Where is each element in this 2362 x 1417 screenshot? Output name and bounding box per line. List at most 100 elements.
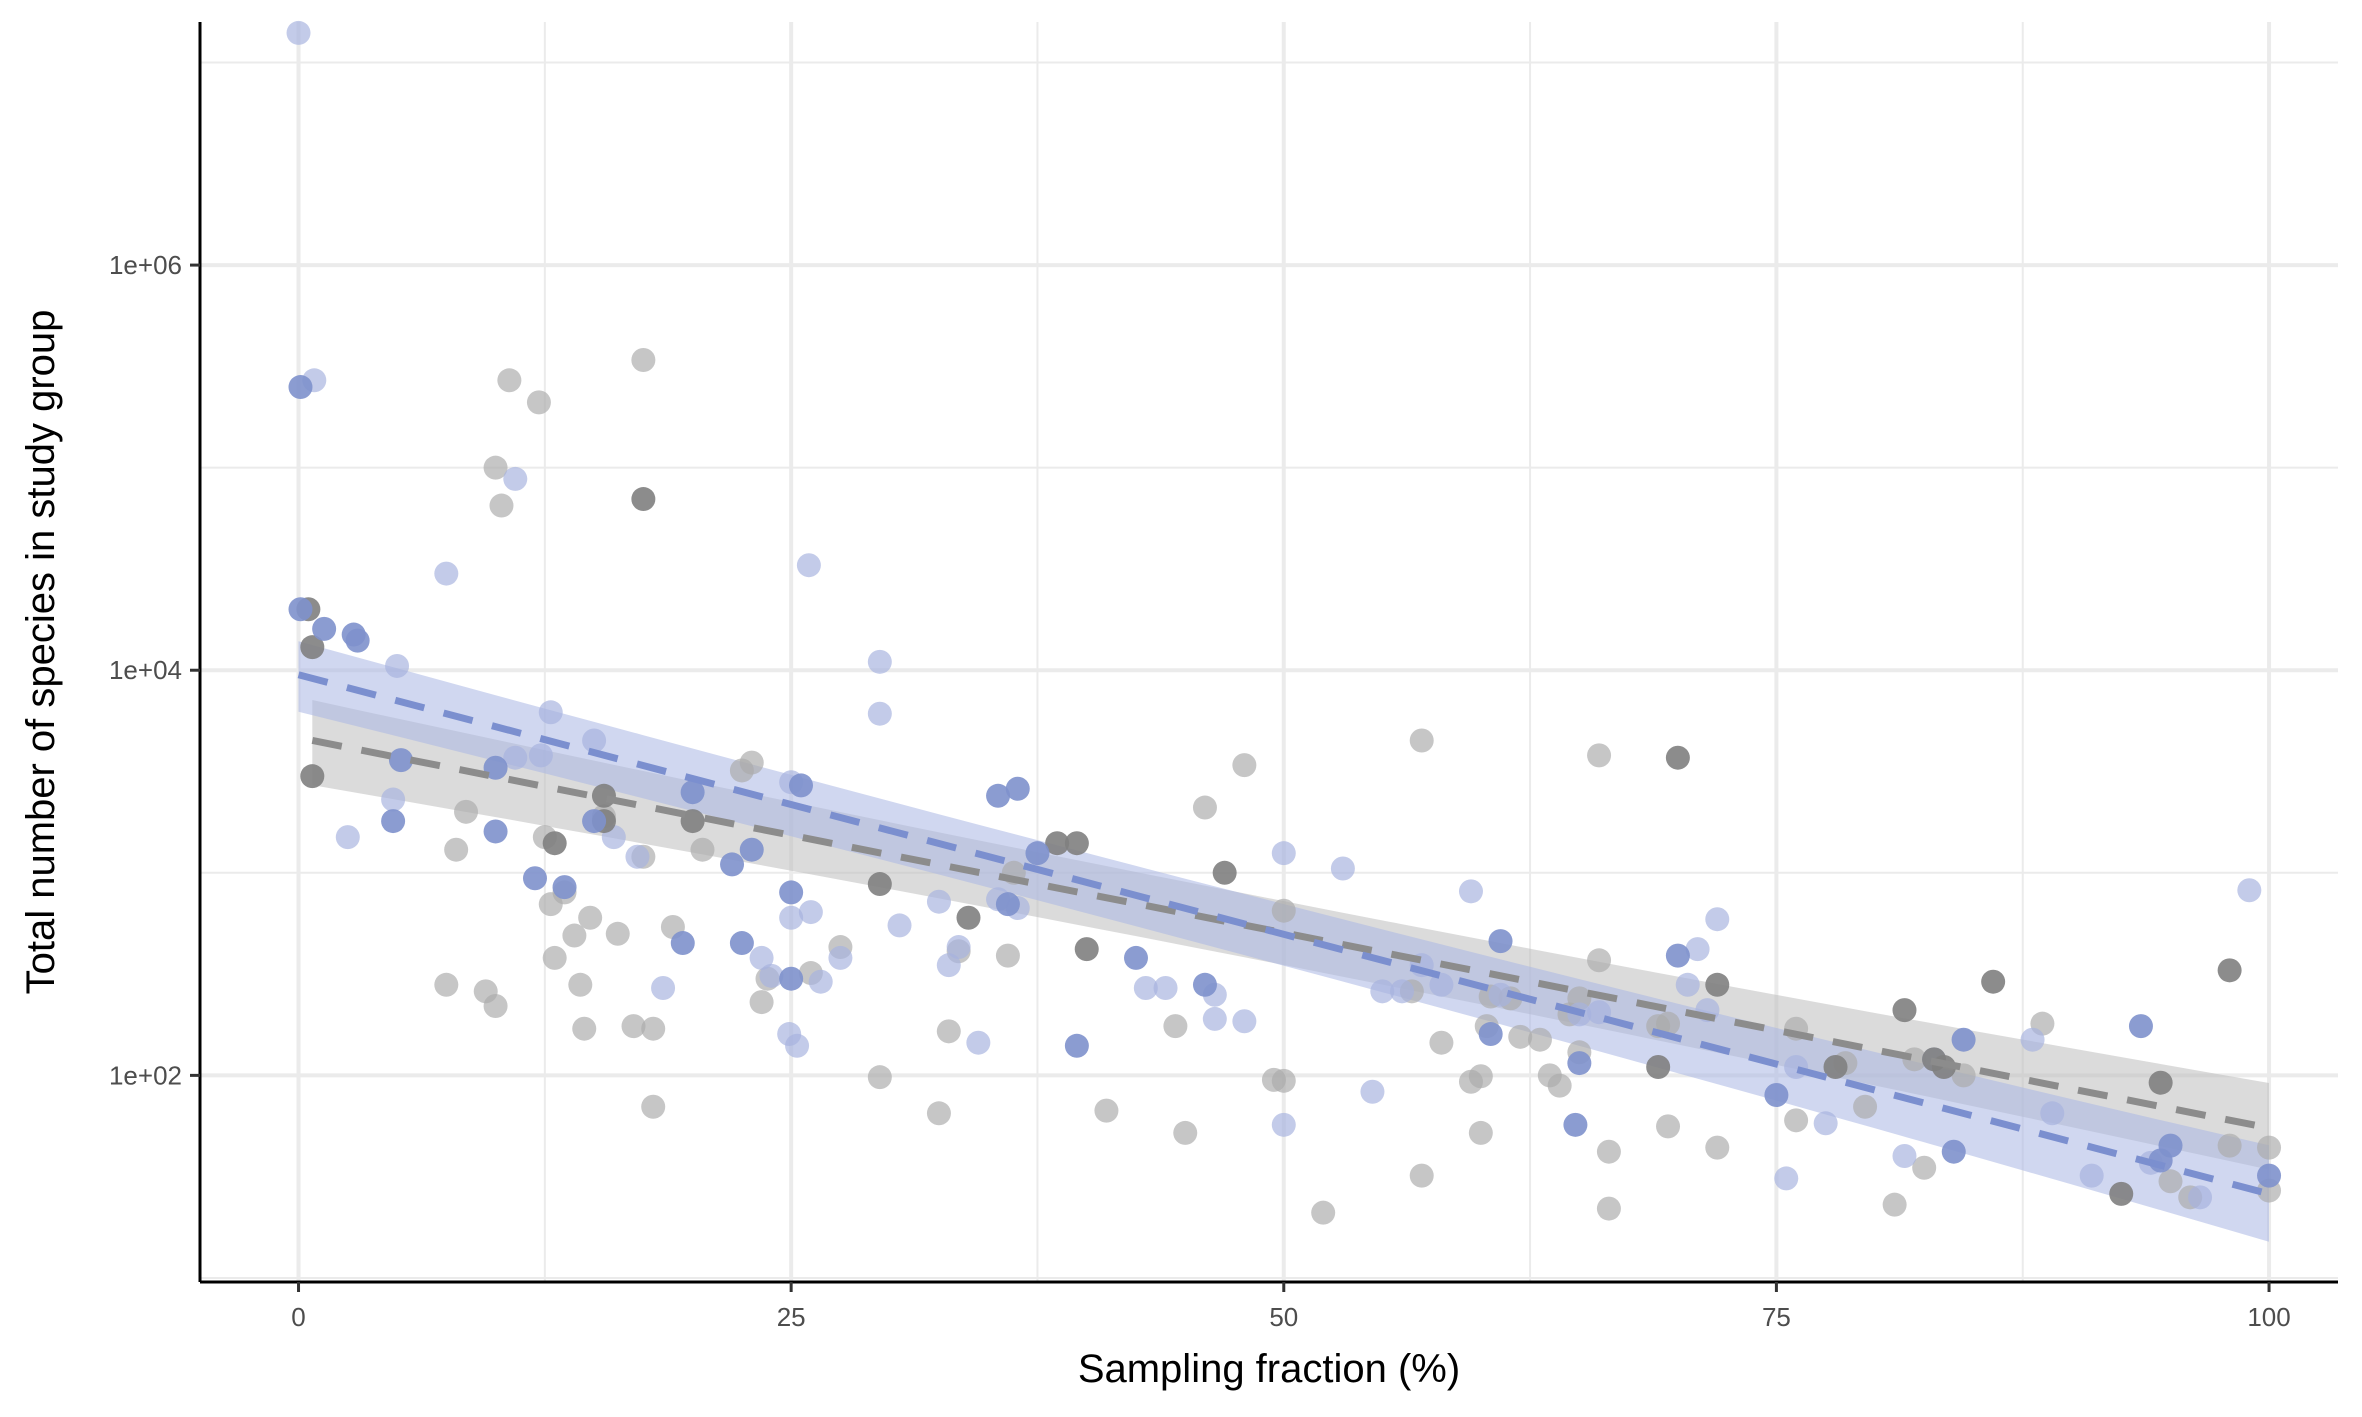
blue-data-point [785, 1033, 810, 1058]
grey-data-point [867, 1065, 892, 1090]
blue-data-point [1892, 1143, 1917, 1168]
grey-data-point [568, 972, 593, 997]
grey-data-point [1508, 1024, 1533, 1049]
blue-data-point [1665, 943, 1690, 968]
blue-data-point [434, 561, 459, 586]
grey-data-point [1656, 1114, 1681, 1139]
blue-data-point [798, 900, 823, 925]
blue-data-point [1813, 1111, 1838, 1136]
grey-data-point [489, 493, 514, 518]
grey-data-point [1596, 1196, 1621, 1221]
grey-data-point [1823, 1054, 1848, 1079]
blue-data-point [1567, 1051, 1592, 1076]
blue-data-point [651, 975, 676, 1000]
grey-data-point [483, 455, 508, 480]
blue-data-point [1705, 907, 1730, 932]
blue-data-point [483, 755, 508, 780]
blue-data-point [779, 905, 804, 930]
blue-data-point [1675, 972, 1700, 997]
grey-data-point [680, 809, 705, 834]
grey-data-point [1705, 1135, 1730, 1160]
blue-data-point [288, 375, 313, 400]
blue-data-point [385, 653, 410, 678]
grey-data-point [605, 921, 630, 946]
blue-data-point [312, 616, 337, 641]
x-tick-label: 75 [1762, 1302, 1791, 1332]
blue-data-point [946, 935, 971, 960]
blue-data-point [739, 837, 764, 862]
blue-data-point [1390, 979, 1415, 1004]
grey-data-point [1232, 753, 1257, 778]
blue-data-point [2188, 1185, 2213, 1210]
blue-data-point [1563, 1112, 1588, 1137]
grey-trend-line [311, 737, 2270, 1132]
grey-data-point [1271, 1068, 1296, 1093]
grey-data-point [1547, 1073, 1572, 1098]
blue-data-point [538, 700, 563, 725]
blue-data-point [528, 743, 553, 768]
grey-data-point [2257, 1135, 2282, 1160]
grey-data-point [434, 972, 459, 997]
blue-data-point [1488, 982, 1513, 1007]
y-tick-label: 1e+02 [109, 1060, 182, 1090]
blue-data-point [1784, 1054, 1809, 1079]
grey-data-point [690, 837, 715, 862]
grey-data-point [2148, 1070, 2173, 1095]
grey-data-point [542, 831, 567, 856]
x-tick-label: 50 [1269, 1302, 1298, 1332]
blue-data-point [625, 844, 650, 869]
x-axis-title: Sampling fraction (%) [1078, 1347, 1460, 1391]
grey-data-point [2217, 1133, 2242, 1158]
blue-data-point [1330, 856, 1355, 881]
blue-data-point [1458, 879, 1483, 904]
grey-data-point [1074, 937, 1099, 962]
blue-data-point [867, 701, 892, 726]
grey-data-point [1656, 1011, 1681, 1036]
blue-data-point [2257, 1163, 2282, 1188]
x-tick-label: 0 [291, 1302, 305, 1332]
grey-data-point [739, 750, 764, 775]
blue-data-point [288, 597, 313, 622]
grey-data-point [1468, 1120, 1493, 1145]
grey-data-point [1527, 1027, 1552, 1052]
blue-data-point [381, 809, 406, 834]
blue-data-point [345, 628, 370, 653]
x-tick-label: 100 [2247, 1302, 2290, 1332]
grey-data-point [1409, 728, 1434, 753]
grey-data-point [1912, 1155, 1937, 1180]
grey-data-point [1064, 831, 1089, 856]
grey-data-point [1468, 1064, 1493, 1089]
grey-data-point [1212, 860, 1237, 885]
grey-data-point [1173, 1120, 1198, 1145]
grey-data-point [631, 347, 656, 372]
grey-data-point [1882, 1192, 1907, 1217]
grey-data-point [1892, 998, 1917, 1023]
blue-data-point [1025, 841, 1050, 866]
x-tick-label: 25 [777, 1302, 806, 1332]
blue-data-point [789, 773, 814, 798]
blue-data-point [1005, 776, 1030, 801]
blue-data-point [522, 866, 547, 891]
grey-data-point [641, 1016, 666, 1041]
blue-data-point [335, 825, 360, 850]
blue-data-point [887, 913, 912, 938]
grey-data-point [1981, 969, 2006, 994]
blue-data-point [286, 20, 311, 45]
grey-data-point [2158, 1169, 2183, 1194]
blue-data-point [670, 931, 695, 956]
blue-data-point [828, 945, 853, 970]
blue-data-point [1271, 841, 1296, 866]
blue-data-point [1951, 1027, 1976, 1052]
grey-data-point [300, 764, 325, 789]
grey-data-point [749, 990, 774, 1015]
grey-data-point [621, 1014, 646, 1039]
blue-trend-line [297, 671, 2270, 1198]
grey-data-point [1705, 972, 1730, 997]
grey-data-point [1271, 898, 1296, 923]
trend-lines [297, 671, 2270, 1198]
blue-data-point [749, 945, 774, 970]
grey-data-point [1596, 1139, 1621, 1164]
grey-data-point [591, 783, 616, 808]
blue-data-point [995, 892, 1020, 917]
blue-data-point [1774, 1166, 1799, 1191]
